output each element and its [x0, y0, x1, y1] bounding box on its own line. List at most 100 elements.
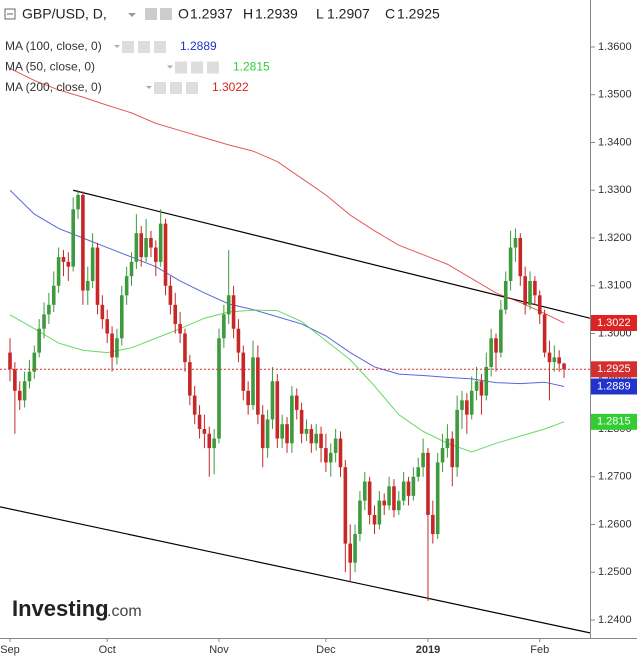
eye-icon[interactable]	[145, 8, 157, 20]
candle-body	[8, 352, 12, 370]
candle-body	[71, 209, 75, 267]
candle-body	[552, 357, 557, 363]
candle-body	[241, 352, 246, 391]
moving-average	[9, 309, 565, 453]
y-tick-label: 1.2400	[598, 614, 632, 626]
candle-body	[158, 223, 163, 262]
candle-body	[484, 366, 489, 396]
candle-body	[173, 304, 178, 324]
candle-body	[188, 362, 192, 396]
candle-body	[513, 237, 518, 248]
legend-icon	[138, 41, 150, 53]
candle-body	[479, 381, 484, 396]
legend-icon	[186, 82, 198, 94]
candle-body	[537, 295, 542, 315]
candle-body	[547, 352, 552, 363]
candle-body	[139, 233, 144, 258]
dropdown-arrow	[114, 45, 120, 48]
candle-body	[333, 438, 338, 453]
candle-body	[465, 400, 469, 415]
candle-body	[528, 280, 532, 305]
candle-body	[401, 481, 406, 501]
candle-body	[144, 237, 148, 258]
candle-body	[557, 357, 561, 364]
legend-icon	[154, 41, 166, 53]
x-tick-label: Sep	[0, 644, 20, 656]
candle-body	[518, 237, 523, 277]
candle-body	[294, 395, 299, 410]
candle-body	[236, 328, 241, 353]
y-tick-label: 1.2600	[598, 518, 632, 530]
x-tick-label: Feb	[530, 644, 549, 656]
candle-body	[372, 514, 377, 525]
ohlc-label: O	[178, 6, 189, 22]
candle-body	[154, 247, 158, 262]
candle-body	[280, 424, 284, 439]
candle-body	[450, 438, 455, 468]
legend-icon	[154, 82, 166, 94]
channel-line	[0, 506, 590, 634]
price-badge	[591, 314, 637, 331]
ohlc-label: H	[243, 6, 253, 22]
candle-body	[435, 462, 440, 535]
candle-body	[377, 500, 382, 525]
price-badge	[591, 361, 637, 378]
candle-body	[523, 276, 527, 305]
candle-body	[246, 390, 250, 406]
price-badge-label: 1.2925	[597, 363, 631, 375]
candle-body	[37, 328, 41, 353]
dropdown-arrow	[167, 65, 173, 69]
ohlc-value: 1.2925	[397, 6, 440, 22]
legend-value: 1.2815	[233, 60, 270, 74]
candle-body	[426, 452, 430, 515]
legend-label: MA (50, close, 0)	[5, 60, 95, 74]
candle-body	[338, 438, 343, 468]
candle-body	[440, 448, 445, 463]
candle-body	[212, 438, 216, 449]
candle-body	[358, 500, 362, 535]
candle-body	[110, 333, 114, 358]
candle-body	[328, 452, 333, 463]
watermark: .com	[107, 603, 142, 620]
candle-body	[105, 319, 110, 334]
candle-body	[324, 448, 328, 463]
dropdown-arrow[interactable]	[128, 13, 136, 17]
candle-body	[431, 514, 435, 535]
candle-body	[42, 314, 46, 329]
candle-body	[367, 481, 372, 515]
candle-body	[503, 280, 508, 310]
y-tick-label: 1.3300	[598, 184, 632, 196]
candle-body	[533, 280, 537, 296]
candle-body	[256, 357, 260, 415]
candle-body	[285, 424, 289, 444]
candle-body	[100, 304, 105, 320]
settings-icon[interactable]	[160, 8, 172, 20]
price-badge-label: 1.3022	[597, 317, 631, 329]
candle-body	[416, 467, 421, 477]
candle-body	[260, 414, 265, 449]
candle-body	[406, 481, 411, 496]
candle-body	[226, 295, 231, 315]
moving-average	[9, 189, 565, 387]
ohlc-label: C	[385, 6, 395, 22]
candle-body	[460, 400, 464, 410]
candle-body	[163, 223, 168, 286]
candle-body	[183, 333, 187, 363]
candle-body	[562, 363, 566, 370]
candle-body	[455, 409, 459, 468]
candle-body	[81, 195, 85, 291]
candle-body	[382, 500, 387, 506]
price-badge	[591, 378, 637, 395]
x-tick-label: 2019	[416, 644, 440, 656]
y-tick-label: 1.3200	[598, 232, 632, 244]
candle-body	[304, 428, 309, 434]
candle-body	[115, 338, 119, 358]
collapse-icon[interactable]	[4, 8, 16, 20]
candle-body	[494, 338, 498, 353]
candle-body	[124, 276, 129, 296]
candle-body	[348, 543, 353, 563]
legend-icon	[122, 41, 134, 53]
candle-body	[275, 381, 280, 439]
candle-body	[421, 452, 425, 468]
